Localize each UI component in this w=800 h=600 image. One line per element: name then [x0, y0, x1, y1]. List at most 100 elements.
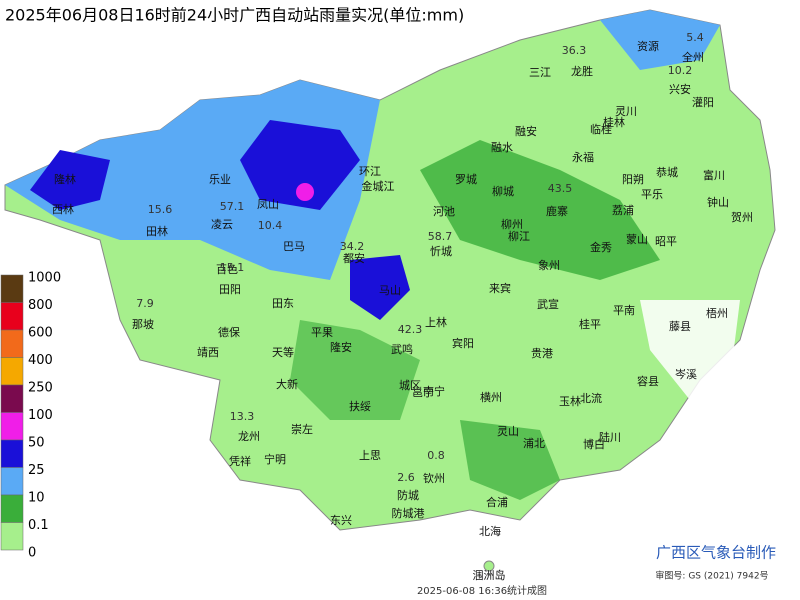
place-label: 贺州	[731, 211, 753, 224]
rain-value: 15.6	[148, 203, 173, 216]
place-label: 邕宁	[412, 385, 434, 399]
legend-label: 800	[28, 298, 53, 313]
place-label: 靖西	[197, 346, 219, 359]
legend-label: 1000	[28, 271, 61, 286]
place-label: 桂林	[603, 115, 625, 129]
legend-swatch	[0, 357, 24, 386]
place-label: 博白	[583, 437, 605, 451]
place-label: 灵山	[497, 425, 519, 438]
place-label: 北海	[479, 524, 501, 538]
legend-swatch	[0, 439, 24, 468]
place-label: 金秀	[590, 240, 612, 254]
place-label: 融水	[491, 141, 513, 154]
place-label: 平果	[311, 326, 333, 339]
place-label: 柳城	[492, 184, 514, 198]
place-label: 桂平	[579, 317, 601, 331]
place-label: 蒙山	[626, 233, 648, 246]
place-label: 上思	[359, 449, 381, 462]
place-label: 城区	[399, 379, 421, 392]
producer: 广西区气象台制作	[656, 544, 776, 562]
legend-label: 50	[28, 436, 45, 451]
place-label: 陆川	[599, 430, 621, 444]
place-label: 钦州	[423, 472, 445, 485]
place-label: 贵港	[531, 347, 553, 360]
place-label: 凌云	[211, 217, 233, 231]
place-label: 横州	[480, 390, 502, 404]
place-label: 合浦	[486, 495, 508, 509]
place-label: 岑溪	[675, 368, 697, 381]
place-label: 武鸣	[391, 342, 413, 356]
legend-label: 600	[28, 326, 53, 341]
place-label: 恭城	[656, 166, 678, 179]
legend-label: 0.1	[28, 518, 49, 533]
place-label: 浦北	[523, 437, 545, 450]
rain-value: 15.1	[220, 261, 245, 274]
place-label: 凭祥	[229, 454, 251, 468]
place-label: 梧州	[706, 306, 728, 320]
place-label: 平乐	[641, 188, 663, 201]
legend-swatch	[0, 384, 24, 413]
province-shape	[4, 9, 776, 572]
rain-value: 42.3	[398, 323, 423, 336]
place-label: 涠洲岛	[473, 568, 506, 582]
rain-value: 7.9	[136, 297, 154, 310]
legend-label: 400	[28, 353, 53, 368]
legend: 1000 800 600 400 250 100 50 25 10 0.1 0	[0, 271, 61, 561]
rain-value: 13.3	[230, 410, 255, 423]
legend-swatch	[0, 412, 24, 441]
legend-label: 250	[28, 381, 53, 396]
place-label: 兴安	[669, 82, 691, 96]
timestamp: 2025-06-08 16:36统计成图	[417, 584, 547, 597]
place-label: 武宣	[537, 297, 559, 311]
place-label: 来宾	[489, 281, 511, 295]
legend-label: 100	[28, 408, 53, 423]
place-label: 扶绥	[349, 399, 371, 413]
rain-value: 5.4	[686, 31, 704, 44]
rain-value: 10.2	[668, 64, 693, 77]
place-label: 乐业	[209, 173, 231, 186]
place-label: 隆林	[54, 172, 76, 186]
place-label: 南宁	[423, 384, 445, 398]
place-label: 凤山	[257, 198, 279, 211]
place-label: 象州	[538, 259, 560, 272]
rain-value: 58.7	[428, 230, 453, 243]
place-label: 灌阳	[692, 96, 714, 109]
place-label: 宁明	[264, 452, 286, 466]
place-label: 巴马	[283, 240, 305, 253]
place-label: 龙胜	[571, 64, 593, 78]
place-label: 那坡	[132, 318, 154, 331]
place-label: 田阳	[219, 283, 241, 296]
legend-swatch	[0, 302, 24, 331]
place-label: 永福	[572, 150, 594, 164]
place-label: 全州	[682, 50, 704, 64]
place-label: 容县	[637, 374, 659, 388]
place-label: 龙州	[238, 430, 260, 443]
place-label: 北流	[580, 391, 602, 405]
rain-value: 2.6	[397, 471, 415, 484]
place-label: 崇左	[291, 423, 313, 436]
place-label: 都安	[343, 251, 365, 265]
place-label: 河池	[433, 205, 455, 218]
place-label: 罗城	[455, 173, 477, 186]
rain-value: 43.5	[548, 182, 573, 195]
rain-value: 36.3	[562, 44, 587, 57]
place-label: 马山	[379, 284, 401, 297]
place-label: 环江	[359, 165, 381, 178]
place-label: 金城江	[362, 179, 395, 193]
place-label: 东兴	[330, 514, 352, 527]
place-label: 三江	[529, 66, 551, 79]
rain-value: 10.4	[258, 219, 283, 232]
place-label: 阳朔	[622, 173, 644, 186]
rain-value: 0.8	[427, 449, 445, 462]
legend-swatch	[0, 274, 24, 303]
place-label: 防城港	[392, 506, 425, 520]
place-label: 灵川	[615, 105, 637, 118]
place-label: 田东	[272, 297, 294, 310]
place-label: 隆安	[330, 340, 352, 354]
legend-swatch	[0, 467, 24, 496]
place-label: 藤县	[669, 320, 691, 333]
place-label: 资源	[637, 39, 659, 53]
place-label: 柳州	[501, 217, 523, 231]
